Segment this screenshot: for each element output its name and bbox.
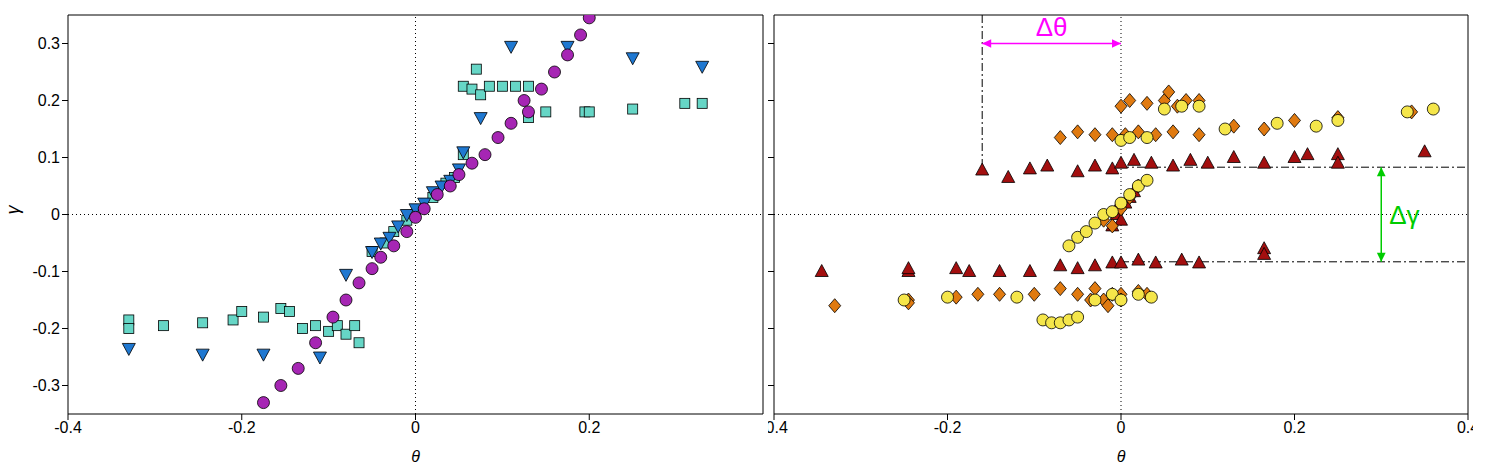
svg-text:0: 0 (1117, 419, 1126, 436)
svg-text:0: 0 (411, 419, 420, 436)
svg-text:Δθ: Δθ (1036, 12, 1068, 42)
svg-text:0.2: 0.2 (38, 92, 60, 109)
svg-text:-0.4: -0.4 (54, 419, 82, 436)
svg-text:-0.2: -0.2 (934, 419, 962, 436)
svg-text:-0.2: -0.2 (32, 320, 60, 337)
svg-text:-0.1: -0.1 (32, 263, 60, 280)
svg-text:Δγ: Δγ (1389, 200, 1419, 230)
svg-text:0.2: 0.2 (578, 419, 600, 436)
svg-text:γ: γ (8, 205, 23, 215)
svg-text:θ: θ (1117, 448, 1126, 462)
svg-text:-0.2: -0.2 (228, 419, 256, 436)
svg-text:0.1: 0.1 (38, 149, 60, 166)
svg-text:θ: θ (411, 448, 420, 462)
svg-text:-0.4: -0.4 (768, 419, 788, 436)
svg-text:-0.3: -0.3 (32, 377, 60, 394)
svg-text:0.2: 0.2 (1283, 419, 1305, 436)
svg-text:0.4: 0.4 (1457, 419, 1473, 436)
svg-text:0.3: 0.3 (38, 35, 60, 52)
svg-text:0: 0 (51, 206, 60, 223)
